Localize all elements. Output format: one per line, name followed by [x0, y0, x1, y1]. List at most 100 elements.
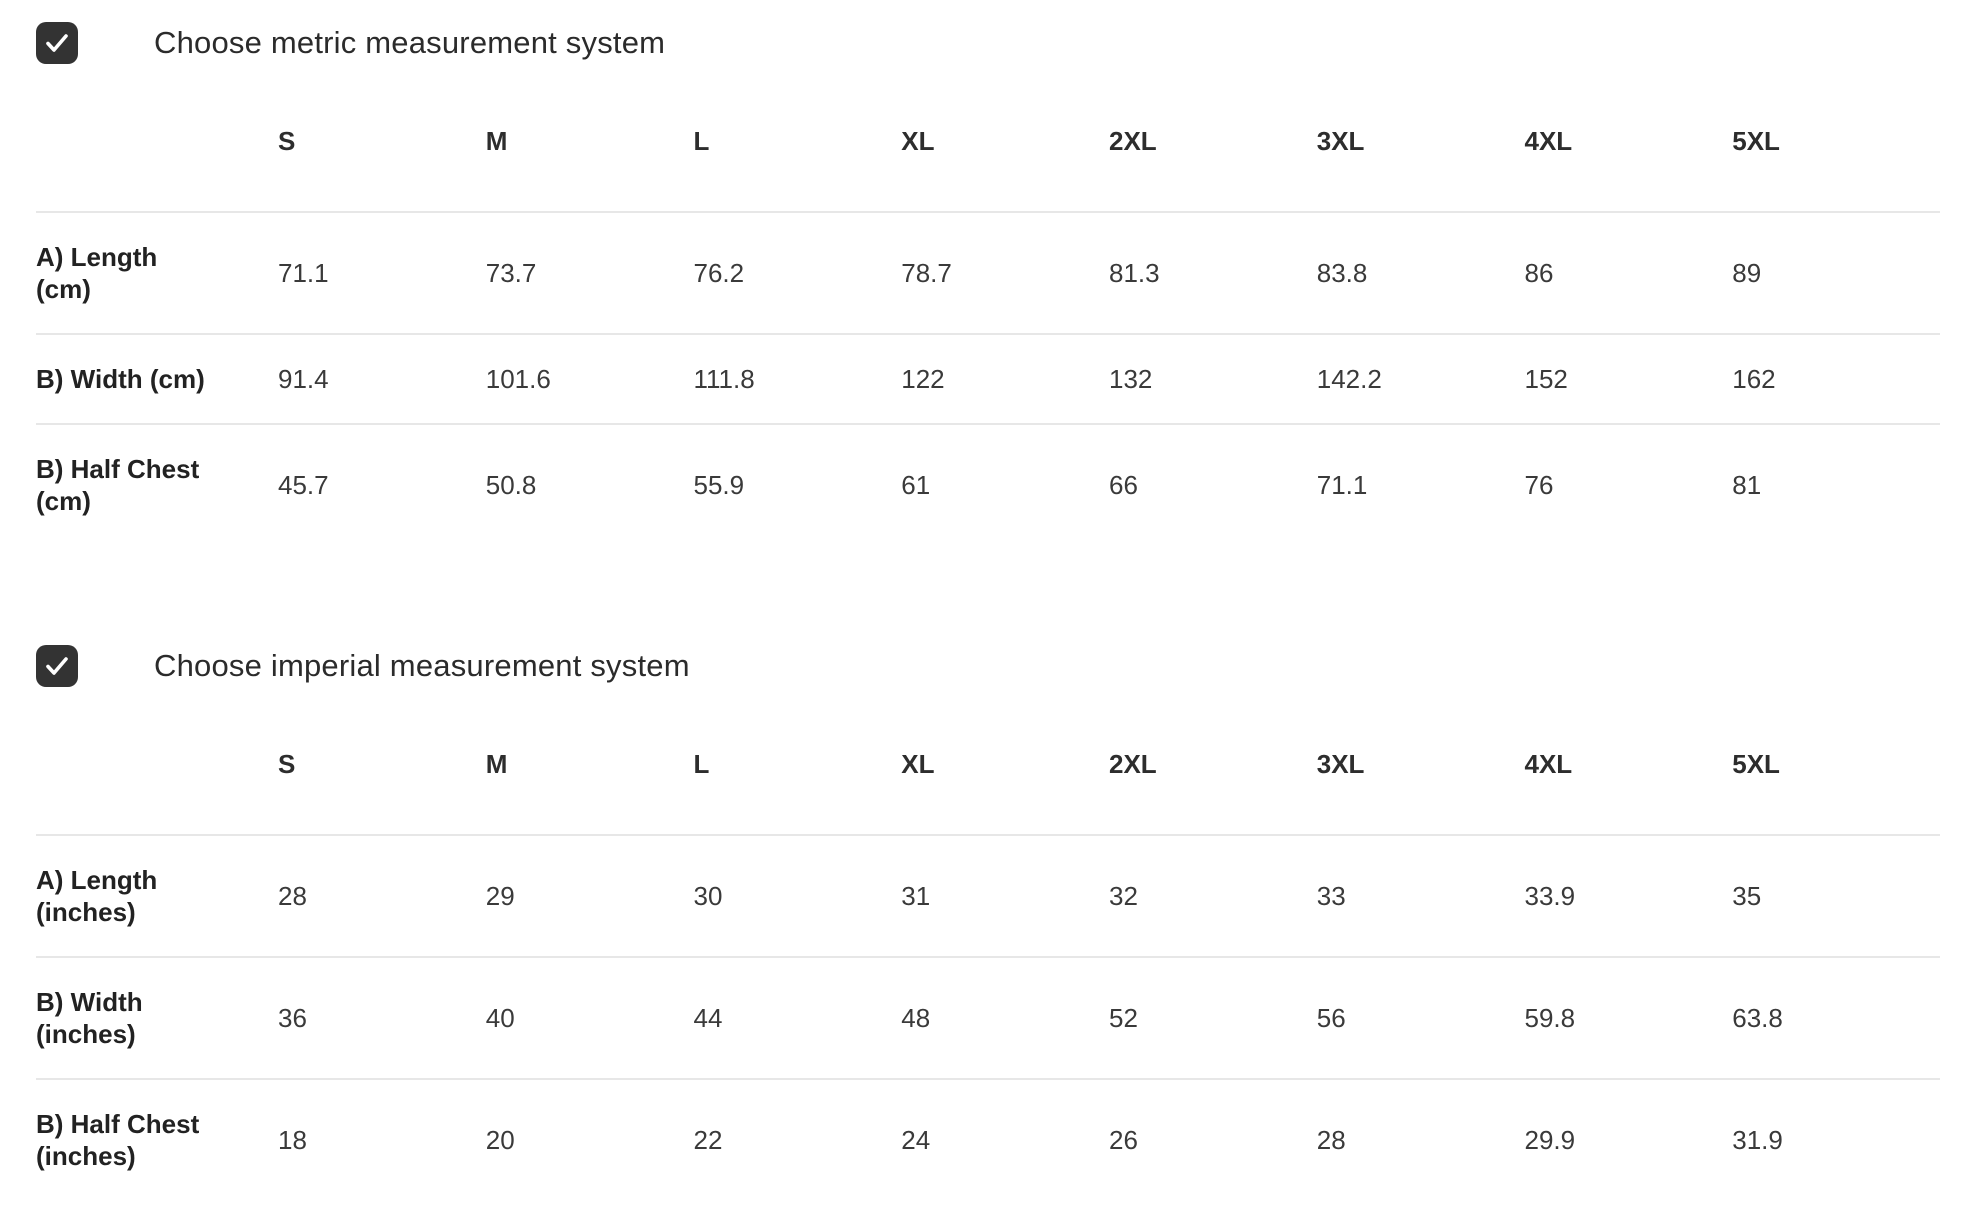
size-value: 71.1 [278, 212, 486, 335]
size-value: 44 [693, 957, 902, 1080]
row-label: B) Half Chest (inches) [36, 1079, 278, 1200]
size-value: 152 [1524, 334, 1733, 425]
row-label-line: A) Length [36, 865, 158, 895]
size-value: 111.8 [693, 334, 902, 425]
column-header-2xl: 2XL [1109, 739, 1317, 836]
table-row: A) Length (inches) 28 29 30 31 32 33 33.9 35 [36, 835, 1940, 958]
table-body: A) Length (cm) 71.1 73.7 76.2 78.7 81.3 83.8 86 8… [36, 212, 1940, 545]
size-value: 20 [485, 1124, 515, 1155]
size-value: 81.3 [1109, 212, 1317, 335]
row-label: A) Length (inches) [36, 835, 278, 958]
size-value: 45.7 [278, 469, 329, 500]
row-label-line: (cm) [36, 274, 91, 304]
row-label-line: (cm) [36, 486, 91, 516]
size-value: 48 [901, 957, 1109, 1080]
checkbox-label: Choose metric measurement system [154, 25, 666, 60]
row-label: B) Half Chest (cm) [36, 424, 278, 545]
size-value: 86 [1524, 212, 1733, 335]
size-value: 31 [901, 835, 1109, 958]
table-row: B) Half Chest (cm) 45.7 50.8 55.9 61 66 71.1 76 8… [36, 424, 1940, 545]
size-value: 29 [485, 835, 694, 958]
column-header-2xl: 2XL [1109, 116, 1317, 213]
size-value: 83.8 [1316, 212, 1525, 335]
row-label-line: B) Width (cm) [36, 364, 205, 394]
size-value: 66 [1109, 469, 1138, 500]
checkbox-label: Choose imperial measurement system [154, 648, 690, 683]
size-value: 55.9 [693, 469, 745, 500]
size-value: 52 [1109, 957, 1317, 1080]
size-value: 63.8 [1732, 957, 1940, 1080]
size-value: 24 [901, 1124, 931, 1155]
row-label-line: (inches) [36, 897, 136, 927]
check-icon [44, 30, 70, 56]
size-value: 18 [278, 1124, 307, 1155]
size-value: 33.9 [1524, 835, 1733, 958]
row-label: B) Width (cm) [36, 334, 278, 425]
size-value: 36 [278, 957, 486, 1080]
size-value: 56 [1316, 957, 1525, 1080]
column-header-xl: XL [901, 739, 1109, 836]
checkbox-row: Choose imperial measurement system [36, 645, 1940, 687]
size-value: 76 [1524, 469, 1554, 500]
row-label: B) Width (inches) [36, 957, 278, 1080]
size-value: 61 [901, 469, 931, 500]
column-header-xl: XL [901, 116, 1109, 213]
size-value: 142.2 [1316, 334, 1525, 425]
size-value: 162 [1732, 334, 1940, 425]
column-header-m: M [485, 739, 694, 836]
table-header-row: S M L XL 2XL 3XL 4XL 5XL [36, 739, 1940, 836]
size-value: 81 [1732, 469, 1762, 500]
column-header-3xl: 3XL [1316, 116, 1525, 213]
label-column-header [36, 116, 278, 213]
section-metric: Choose metric measurement system S M L XL 2X… [36, 0, 1940, 545]
row-label-line: B) Width [36, 987, 143, 1017]
table-row: B) Half Chest (inches) 18 20 22 24 26 28 29.9 31.… [36, 1079, 1940, 1200]
size-value: 78.7 [901, 212, 1109, 335]
checkbox-row: Choose metric measurement system [36, 22, 1940, 64]
table-body: A) Length (inches) 28 29 30 31 32 33 33.9 35 B) Wi… [36, 835, 1940, 1200]
size-value: 29.9 [1524, 1124, 1576, 1155]
size-value: 89 [1732, 212, 1940, 335]
size-value: 32 [1109, 835, 1317, 958]
column-header-l: L [693, 116, 902, 213]
imperial-measurement-checkbox[interactable] [36, 645, 78, 687]
size-value: 26 [1109, 1124, 1138, 1155]
row-label-line: A) Length [36, 242, 158, 272]
size-value: 50.8 [485, 469, 537, 500]
table-row: B) Width (cm) 91.4 101.6 111.8 122 132 142.2 15… [36, 334, 1940, 425]
column-header-m: M [485, 116, 694, 213]
column-header-5xl: 5XL [1732, 116, 1940, 213]
table-header-row: S M L XL 2XL 3XL 4XL 5XL [36, 116, 1940, 213]
column-header-4xl: 4XL [1524, 116, 1733, 213]
column-header-3xl: 3XL [1316, 739, 1525, 836]
size-value: 101.6 [485, 334, 694, 425]
size-value: 28 [278, 835, 486, 958]
column-header-s: S [278, 116, 486, 213]
section-imperial: Choose imperial measurement system S M L XL… [36, 545, 1940, 1200]
size-value: 59.8 [1524, 957, 1733, 1080]
row-label-line: (inches) [36, 1019, 136, 1049]
metric-measurement-checkbox[interactable] [36, 22, 78, 64]
row-label: A) Length (cm) [36, 212, 278, 335]
size-value: 71.1 [1316, 469, 1368, 500]
size-table: S M L XL 2XL 3XL 4XL 5XL A) Length (cm) 71.1 73.7 7… [36, 116, 1940, 545]
size-value: 40 [485, 957, 694, 1080]
size-value: 22 [693, 1124, 723, 1155]
size-value: 76.2 [693, 212, 902, 335]
size-value: 30 [693, 835, 902, 958]
size-value: 28 [1316, 1124, 1346, 1155]
column-header-5xl: 5XL [1732, 739, 1940, 836]
column-header-s: S [278, 739, 486, 836]
row-label-line: B) Half Chest [36, 454, 200, 484]
table-row: A) Length (cm) 71.1 73.7 76.2 78.7 81.3 83.8 86 8… [36, 212, 1940, 335]
check-icon [44, 653, 70, 679]
size-value: 31.9 [1732, 1124, 1783, 1155]
size-table: S M L XL 2XL 3XL 4XL 5XL A) Length (inches) 28 29 3… [36, 739, 1940, 1200]
size-value: 33 [1316, 835, 1525, 958]
row-label-line: B) Half Chest [36, 1109, 200, 1139]
row-label-line: (inches) [36, 1141, 136, 1171]
size-value: 122 [901, 334, 1109, 425]
column-header-4xl: 4XL [1524, 739, 1733, 836]
size-value: 91.4 [278, 334, 486, 425]
